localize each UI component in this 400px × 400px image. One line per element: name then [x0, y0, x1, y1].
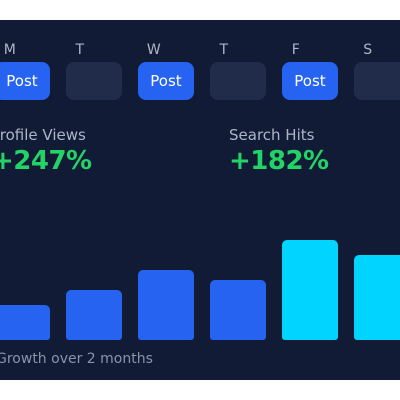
growth-bar-5	[282, 240, 338, 340]
growth-panel: M T W T F S Post Post Post Profile Views…	[0, 20, 400, 380]
growth-bar-4	[210, 280, 266, 340]
day-slot-tue[interactable]	[66, 62, 122, 100]
growth-bar-1	[0, 305, 50, 340]
profile-views-value: +247%	[0, 146, 92, 176]
search-hits-value: +182%	[229, 146, 329, 176]
day-label-tue: T	[75, 42, 85, 58]
growth-bar-2	[66, 290, 122, 340]
profile-views-label: Profile Views	[0, 126, 86, 144]
day-slot-thu[interactable]	[210, 62, 266, 100]
day-label-fri: F	[291, 42, 301, 58]
day-slot-wed-post-button[interactable]: Post	[138, 62, 194, 100]
search-hits-label: Search Hits	[229, 126, 315, 144]
day-slot-sat[interactable]	[354, 62, 400, 100]
day-label-thu: T	[219, 42, 229, 58]
day-label-mon: M	[3, 42, 17, 58]
day-label-sat: S	[363, 42, 373, 58]
growth-bar-6	[354, 255, 400, 340]
day-slot-fri-post-button[interactable]: Post	[282, 62, 338, 100]
day-label-wed: W	[146, 42, 162, 58]
growth-caption: Growth over 2 months	[0, 351, 153, 367]
growth-bar-3	[138, 270, 194, 340]
day-slot-mon-post-button[interactable]: Post	[0, 62, 50, 100]
